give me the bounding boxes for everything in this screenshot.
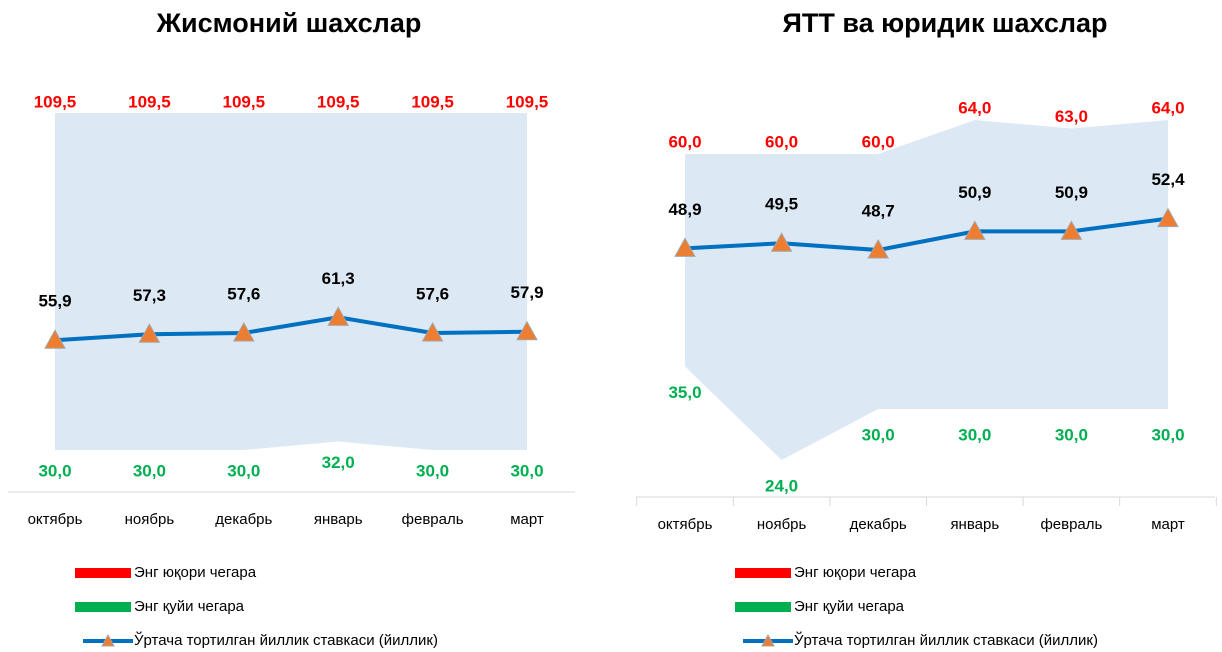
x-tick-label: октябрь — [28, 511, 83, 528]
x-tick-label: февраль — [1040, 516, 1102, 533]
range-band — [55, 113, 527, 450]
max-label: 109,5 — [34, 92, 77, 111]
min-label: 35,0 — [668, 383, 701, 402]
avg-marker — [867, 239, 890, 259]
avg-line — [54, 315, 528, 343]
max-label: 64,0 — [1151, 98, 1184, 117]
chart-title: Жисмоний шахслар — [156, 8, 422, 38]
min-label: 30,0 — [1151, 425, 1184, 444]
max-label: 109,5 — [317, 92, 360, 111]
min-label: 30,0 — [1055, 425, 1088, 444]
avg-label: 50,9 — [1055, 183, 1088, 202]
max-label: 109,5 — [506, 92, 549, 111]
min-label: 30,0 — [416, 461, 449, 480]
avg-label: 57,9 — [510, 283, 543, 302]
legend-label: Энг қуйи чегара — [794, 598, 905, 615]
max-label: 63,0 — [1055, 107, 1088, 126]
avg-label: 52,4 — [1151, 170, 1185, 189]
avg-marker — [1157, 207, 1179, 228]
x-tick-label: декабрь — [850, 516, 907, 533]
legend-label: Энг юқори чегара — [134, 564, 257, 581]
avg-label: 50,9 — [958, 183, 991, 202]
chart-title: ЯТТ ва юридик шахслар — [782, 8, 1107, 38]
avg-label: 57,6 — [416, 284, 449, 303]
x-tick-label: март — [1151, 516, 1185, 533]
legend-label: Энг юқори чегара — [794, 564, 917, 581]
max-label: 109,5 — [411, 92, 454, 111]
avg-marker — [44, 329, 66, 349]
x-tick-label: январь — [314, 511, 363, 528]
avg-label: 48,9 — [668, 200, 701, 219]
max-label: 109,5 — [128, 92, 171, 111]
max-label: 109,5 — [223, 92, 266, 111]
avg-marker — [327, 306, 350, 326]
legend-label: Ўртача тортилган йиллик ставкаси (йиллик… — [794, 631, 1098, 649]
avg-marker — [232, 321, 255, 342]
max-label: 60,0 — [862, 132, 895, 151]
min-label: 30,0 — [133, 461, 166, 480]
avg-marker — [674, 237, 696, 257]
min-label: 30,0 — [862, 425, 895, 444]
avg-label: 55,9 — [38, 292, 71, 311]
avg-marker — [138, 323, 161, 343]
legend-swatch — [75, 602, 131, 612]
min-label: 30,0 — [38, 461, 71, 480]
avg-label: 57,3 — [133, 286, 166, 305]
x-tick-label: октябрь — [658, 516, 713, 533]
min-label: 30,0 — [958, 425, 991, 444]
legend-label: Ўртача тортилган йиллик ставкаси (йиллик… — [134, 631, 438, 649]
legend-swatch — [735, 568, 791, 578]
x-tick-label: январь — [950, 516, 999, 533]
avg-label: 57,6 — [227, 284, 260, 303]
legend-swatch — [735, 602, 791, 612]
min-label: 30,0 — [510, 461, 543, 480]
x-tick-label: февраль — [402, 511, 464, 528]
min-label: 32,0 — [322, 453, 355, 472]
min-label: 30,0 — [227, 461, 260, 480]
max-label: 64,0 — [958, 98, 991, 117]
range-band — [685, 120, 1168, 460]
x-tick-label: ноябрь — [757, 516, 807, 533]
avg-marker — [770, 232, 793, 252]
legend-label: Энг қуйи чегара — [134, 598, 245, 615]
avg-label: 61,3 — [322, 269, 355, 288]
avg-marker — [421, 321, 444, 342]
x-tick-label: ноябрь — [125, 511, 175, 528]
avg-marker — [516, 320, 538, 341]
x-tick-label: декабрь — [215, 511, 272, 528]
avg-line — [684, 216, 1169, 253]
legend-swatch — [75, 568, 131, 578]
legend-marker — [761, 633, 775, 647]
max-label: 60,0 — [668, 132, 701, 151]
max-label: 60,0 — [765, 132, 798, 151]
legend-marker — [101, 633, 115, 647]
min-label: 24,0 — [765, 476, 798, 495]
x-tick-label: март — [510, 511, 544, 528]
avg-marker — [1060, 220, 1083, 240]
avg-marker — [963, 220, 986, 240]
avg-label: 48,7 — [862, 202, 895, 221]
avg-label: 49,5 — [765, 195, 798, 214]
